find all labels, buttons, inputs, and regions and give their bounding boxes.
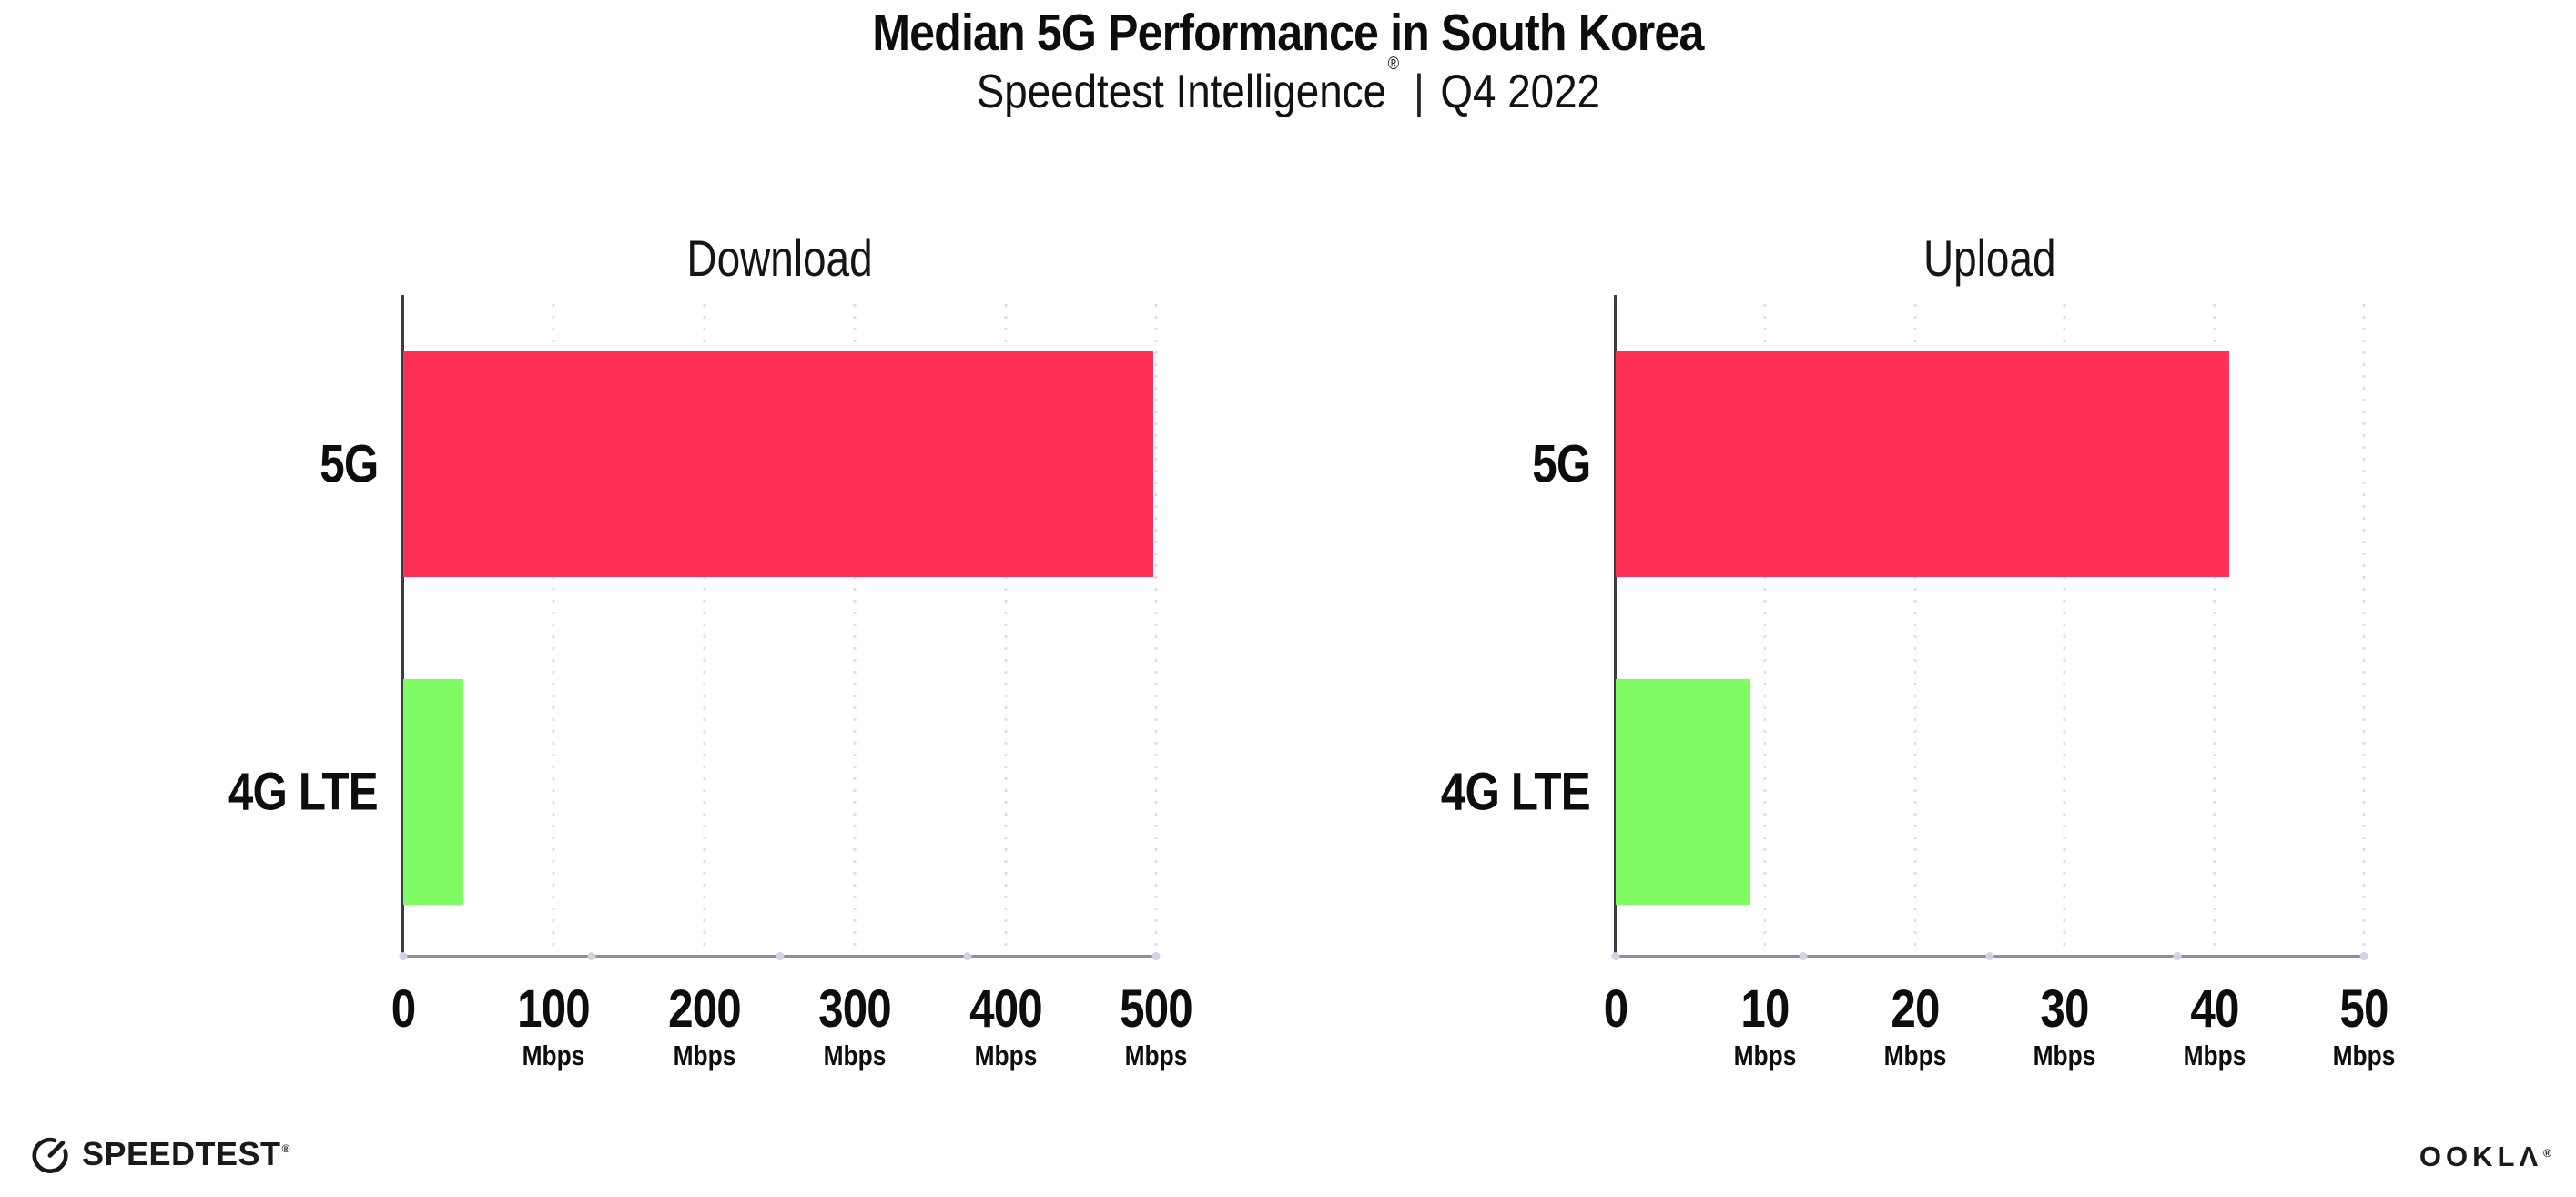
bar-5g <box>1616 350 2230 578</box>
gridline-50 <box>2362 304 2366 955</box>
axis-tick-dot <box>399 952 408 960</box>
gridline-400 <box>1004 304 1008 955</box>
gridline-10 <box>1763 304 1767 955</box>
subtitle-inner: Speedtest Intelligence® | Q4 2022 <box>976 56 1600 118</box>
x-tick-unit: Mbps <box>2183 1040 2246 1071</box>
x-tick-value: 100 <box>517 979 592 1039</box>
x-tick-value: 30 <box>2040 979 2090 1039</box>
page-title: Median 5G Performance in South Korea <box>0 7 2576 59</box>
category-label-5g: 5G <box>319 434 379 494</box>
axis-tick-dot <box>1611 952 1620 960</box>
x-tick-200: 200 Mbps <box>667 979 742 1071</box>
x-tick-value: 40 <box>2190 979 2239 1039</box>
subtitle-period: Q4 2022 <box>1440 66 1600 118</box>
upload-chart-panel: Upload 5G 4G LTE 0 10 Mbps 20 Mbps 30 Mbps 40 Mbps… <box>1441 233 2395 1070</box>
x-tick-unit: Mbps <box>1733 1040 1797 1071</box>
download-chart-title: Download <box>686 229 873 287</box>
gridline-300 <box>853 304 857 955</box>
x-tick-unit: Mbps <box>2033 1040 2096 1071</box>
gridline-40 <box>2213 304 2216 955</box>
gridline-500 <box>1154 304 1158 955</box>
x-tick-unit: Mbps <box>2332 1040 2396 1071</box>
axis-tick-dot <box>2173 952 2181 960</box>
subtitle-brand: Speedtest Intelligence <box>976 66 1386 118</box>
bar-4g-lte <box>1616 678 1750 906</box>
axis-tick-dot <box>1985 952 1994 960</box>
x-tick-value: 0 <box>390 979 416 1039</box>
x-tick-unit: Mbps <box>1124 1040 1188 1071</box>
axis-tick-dot <box>1151 952 1161 960</box>
x-tick-value: 20 <box>1891 979 1940 1039</box>
y-axis-line <box>1614 295 1617 957</box>
axis-tick-dot <box>587 952 596 960</box>
y-axis-line <box>401 295 404 957</box>
registered-mark-icon: ® <box>281 1142 290 1155</box>
x-tick-value: 0 <box>1603 979 1628 1039</box>
registered-mark-icon: ® <box>2543 1147 2551 1160</box>
x-tick-value: 200 <box>667 979 742 1039</box>
x-tick-300: 300 Mbps <box>818 979 892 1071</box>
ookla-wordmark: OOKLΛ <box>2419 1141 2543 1172</box>
x-tick-value: 300 <box>818 979 892 1039</box>
x-tick-400: 400 Mbps <box>969 979 1043 1071</box>
subtitle-separator: | <box>1413 66 1425 118</box>
x-tick-value: 500 <box>1120 979 1193 1039</box>
bar-4g-lte <box>403 678 464 906</box>
x-tick-value: 50 <box>2339 979 2388 1039</box>
x-tick-20: 20 Mbps <box>1883 983 1946 1070</box>
upload-plot-area: 5G 4G LTE 0 10 Mbps 20 Mbps 30 Mbps 40 Mbps 50 Mbps <box>1441 295 2395 1070</box>
x-tick-100: 100 Mbps <box>517 979 592 1071</box>
x-tick-unit: Mbps <box>974 1040 1037 1071</box>
gridline-200 <box>703 304 706 955</box>
x-tick-30: 30 Mbps <box>2033 983 2096 1070</box>
x-tick-value: 10 <box>1740 979 1790 1039</box>
axis-tick-dot <box>2359 952 2368 960</box>
x-tick-unit: Mbps <box>522 1040 585 1071</box>
speedtest-logo: SPEEDTEST® <box>29 1133 289 1175</box>
x-tick-50: 50 Mbps <box>2333 983 2396 1070</box>
ookla-logo: OOKLΛ® <box>2419 1141 2551 1173</box>
download-chart-panel: Download 5G 4G LTE 0 100 Mbps 200 Mbps 300 Mbps 4… <box>228 233 1193 1070</box>
speedtest-wordmark: SPEEDTEST® <box>82 1135 290 1172</box>
page-title-text: Median 5G Performance in South Korea <box>872 4 1704 62</box>
x-tick-0: 0 <box>1604 983 1628 1036</box>
x-tick-unit: Mbps <box>673 1040 736 1071</box>
x-tick-500: 500 Mbps <box>1120 979 1193 1071</box>
x-tick-unit: Mbps <box>1883 1040 1947 1071</box>
category-label-5g: 5G <box>1531 434 1591 494</box>
x-tick-0: 0 <box>391 983 416 1036</box>
category-label-4g-lte: 4G LTE <box>228 762 379 822</box>
gridline-100 <box>552 304 555 955</box>
registered-mark-icon: ® <box>1387 54 1399 74</box>
page-subtitle: Speedtest Intelligence® | Q4 2022 <box>0 56 2576 118</box>
download-plot-area: 5G 4G LTE 0 100 Mbps 200 Mbps 300 Mbps 400 Mbps 500… <box>228 295 1193 1070</box>
axis-tick-dot <box>1799 952 1807 960</box>
upload-chart-title: Upload <box>1923 229 2056 287</box>
axis-tick-dot <box>776 952 784 960</box>
x-tick-value: 400 <box>969 979 1043 1039</box>
speedtest-gauge-icon <box>32 1137 68 1173</box>
gridline-30 <box>2063 304 2066 955</box>
x-tick-40: 40 Mbps <box>2183 983 2246 1070</box>
x-tick-unit: Mbps <box>823 1040 887 1071</box>
header: Median 5G Performance in South Korea Spe… <box>0 7 2576 118</box>
category-label-4g-lte: 4G LTE <box>1441 762 1591 822</box>
x-tick-10: 10 Mbps <box>1734 983 1797 1070</box>
bar-5g <box>403 350 1153 578</box>
axis-tick-dot <box>963 952 972 960</box>
gridline-20 <box>1913 304 1917 955</box>
